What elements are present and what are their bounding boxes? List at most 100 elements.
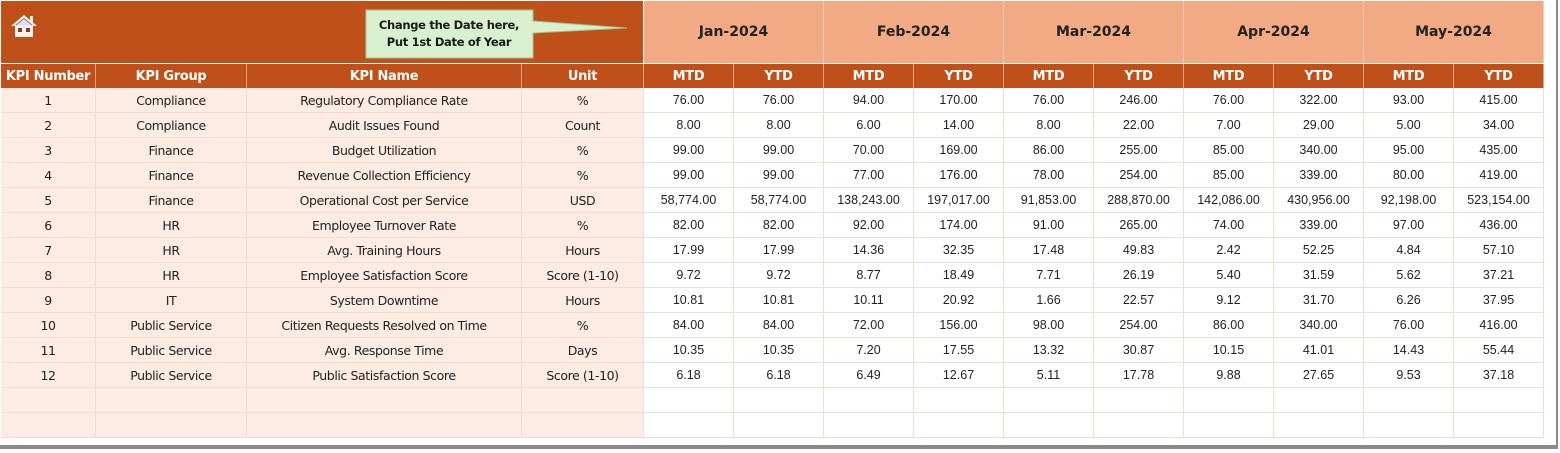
cell-ytd-value[interactable]	[734, 413, 824, 438]
cell-ytd-value[interactable]: 30.87	[1094, 338, 1184, 363]
cell-ytd-value[interactable]: 17.99	[734, 238, 824, 263]
cell-kpi-group[interactable]: Compliance	[96, 113, 247, 138]
cell-ytd-value[interactable]: 82.00	[734, 213, 824, 238]
cell-ytd-value[interactable]: 523,154.00	[1454, 188, 1544, 213]
month-header[interactable]: Jan-2024	[644, 1, 824, 63]
cell-ytd-value[interactable]: 41.01	[1274, 338, 1364, 363]
cell-mtd-value[interactable]: 14.43	[1364, 338, 1454, 363]
cell-ytd-value[interactable]	[1274, 388, 1364, 413]
cell-mtd-value[interactable]: 1.66	[1004, 288, 1094, 313]
cell-ytd-value[interactable]: 37.18	[1454, 363, 1544, 388]
cell-ytd-value[interactable]: 22.00	[1094, 113, 1184, 138]
cell-mtd-value[interactable]	[1004, 413, 1094, 438]
cell-ytd-value[interactable]: 37.21	[1454, 263, 1544, 288]
cell-mtd-value[interactable]	[1184, 388, 1274, 413]
cell-kpi-number[interactable]: 9	[1, 288, 96, 313]
cell-mtd-value[interactable]	[644, 413, 734, 438]
cell-ytd-value[interactable]: 340.00	[1274, 138, 1364, 163]
cell-ytd-value[interactable]: 14.00	[914, 113, 1004, 138]
cell-mtd-value[interactable]: 84.00	[644, 313, 734, 338]
cell-unit[interactable]: Hours	[522, 238, 644, 263]
cell-unit[interactable]: %	[522, 163, 644, 188]
cell-ytd-value[interactable]: 52.25	[1274, 238, 1364, 263]
cell-mtd-value[interactable]: 76.00	[1004, 88, 1094, 113]
cell-mtd-value[interactable]: 76.00	[1184, 88, 1274, 113]
cell-ytd-value[interactable]: 255.00	[1094, 138, 1184, 163]
cell-kpi-group[interactable]	[96, 388, 247, 413]
cell-mtd-value[interactable]: 7.00	[1184, 113, 1274, 138]
cell-ytd-value[interactable]: 12.67	[914, 363, 1004, 388]
cell-mtd-value[interactable]: 85.00	[1184, 163, 1274, 188]
cell-kpi-number[interactable]: 11	[1, 338, 96, 363]
cell-mtd-value[interactable]: 86.00	[1184, 313, 1274, 338]
cell-mtd-value[interactable]	[1364, 413, 1454, 438]
cell-kpi-name[interactable]: Audit Issues Found	[247, 113, 522, 138]
cell-mtd-value[interactable]: 7.71	[1004, 263, 1094, 288]
cell-ytd-value[interactable]: 31.59	[1274, 263, 1364, 288]
cell-mtd-value[interactable]: 2.42	[1184, 238, 1274, 263]
cell-kpi-name[interactable]: System Downtime	[247, 288, 522, 313]
cell-ytd-value[interactable]: 339.00	[1274, 213, 1364, 238]
cell-unit[interactable]: Count	[522, 113, 644, 138]
cell-mtd-value[interactable]: 70.00	[824, 138, 914, 163]
cell-kpi-group[interactable]: HR	[96, 238, 247, 263]
cell-ytd-value[interactable]	[734, 388, 824, 413]
cell-ytd-value[interactable]: 340.00	[1274, 313, 1364, 338]
cell-ytd-value[interactable]: 58,774.00	[734, 188, 824, 213]
cell-ytd-value[interactable]: 76.00	[734, 88, 824, 113]
cell-unit[interactable]	[522, 413, 644, 438]
cell-mtd-value[interactable]: 91.00	[1004, 213, 1094, 238]
cell-kpi-number[interactable]: 3	[1, 138, 96, 163]
cell-ytd-value[interactable]: 57.10	[1454, 238, 1544, 263]
cell-kpi-name[interactable]: Budget Utilization	[247, 138, 522, 163]
cell-ytd-value[interactable]: 254.00	[1094, 163, 1184, 188]
cell-mtd-value[interactable]: 92.00	[824, 213, 914, 238]
cell-unit[interactable]: Score (1-10)	[522, 363, 644, 388]
cell-ytd-value[interactable]: 18.49	[914, 263, 1004, 288]
cell-mtd-value[interactable]: 99.00	[644, 163, 734, 188]
cell-ytd-value[interactable]: 436.00	[1454, 213, 1544, 238]
cell-mtd-value[interactable]: 78.00	[1004, 163, 1094, 188]
cell-kpi-group[interactable]: HR	[96, 263, 247, 288]
cell-ytd-value[interactable]	[1454, 388, 1544, 413]
cell-mtd-value[interactable]: 92,198.00	[1364, 188, 1454, 213]
cell-kpi-name[interactable]: Public Satisfaction Score	[247, 363, 522, 388]
cell-mtd-value[interactable]: 14.36	[824, 238, 914, 263]
cell-ytd-value[interactable]: 55.44	[1454, 338, 1544, 363]
cell-mtd-value[interactable]: 77.00	[824, 163, 914, 188]
cell-ytd-value[interactable]: 32.35	[914, 238, 1004, 263]
cell-ytd-value[interactable]: 197,017.00	[914, 188, 1004, 213]
cell-ytd-value[interactable]: 246.00	[1094, 88, 1184, 113]
cell-mtd-value[interactable]: 8.00	[644, 113, 734, 138]
cell-kpi-number[interactable]: 10	[1, 313, 96, 338]
cell-mtd-value[interactable]: 93.00	[1364, 88, 1454, 113]
cell-ytd-value[interactable]: 435.00	[1454, 138, 1544, 163]
cell-unit[interactable]: %	[522, 138, 644, 163]
cell-ytd-value[interactable]: 27.65	[1274, 363, 1364, 388]
cell-mtd-value[interactable]: 99.00	[644, 138, 734, 163]
cell-mtd-value[interactable]: 86.00	[1004, 138, 1094, 163]
cell-ytd-value[interactable]: 34.00	[1454, 113, 1544, 138]
cell-mtd-value[interactable]: 5.40	[1184, 263, 1274, 288]
cell-mtd-value[interactable]: 82.00	[644, 213, 734, 238]
cell-ytd-value[interactable]: 254.00	[1094, 313, 1184, 338]
cell-kpi-number[interactable]: 6	[1, 213, 96, 238]
cell-ytd-value[interactable]	[914, 388, 1004, 413]
cell-ytd-value[interactable]: 20.92	[914, 288, 1004, 313]
cell-kpi-number[interactable]: 5	[1, 188, 96, 213]
cell-mtd-value[interactable]: 97.00	[1364, 213, 1454, 238]
cell-mtd-value[interactable]: 76.00	[1364, 313, 1454, 338]
cell-mtd-value[interactable]: 85.00	[1184, 138, 1274, 163]
cell-mtd-value[interactable]	[1184, 413, 1274, 438]
cell-unit[interactable]: Days	[522, 338, 644, 363]
cell-mtd-value[interactable]	[824, 413, 914, 438]
cell-mtd-value[interactable]: 98.00	[1004, 313, 1094, 338]
cell-mtd-value[interactable]: 6.49	[824, 363, 914, 388]
cell-unit[interactable]: USD	[522, 188, 644, 213]
cell-mtd-value[interactable]	[644, 388, 734, 413]
cell-mtd-value[interactable]: 7.20	[824, 338, 914, 363]
cell-unit[interactable]: Hours	[522, 288, 644, 313]
cell-kpi-number[interactable]: 4	[1, 163, 96, 188]
cell-mtd-value[interactable]: 95.00	[1364, 138, 1454, 163]
cell-mtd-value[interactable]: 17.48	[1004, 238, 1094, 263]
